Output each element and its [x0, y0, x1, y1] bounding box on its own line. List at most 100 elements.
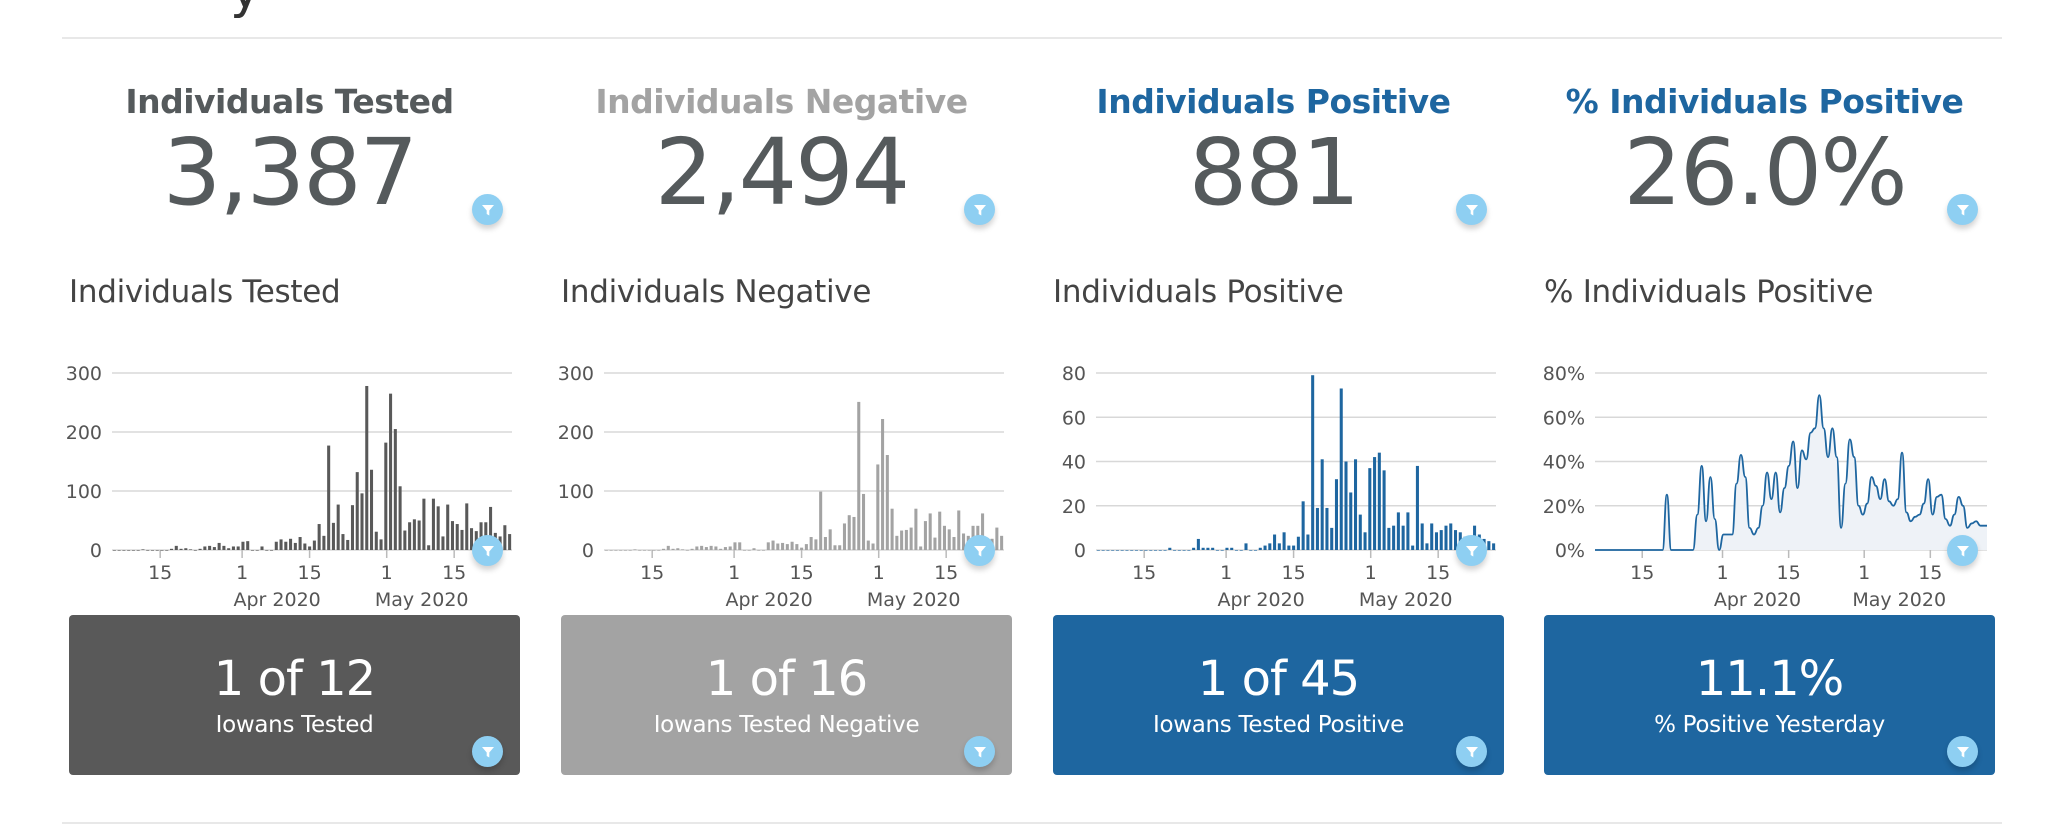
bar: [374, 531, 378, 550]
bar: [1325, 507, 1329, 550]
bar: [389, 393, 393, 550]
bar: [881, 419, 885, 550]
bar: [503, 525, 507, 550]
chart-filter-button[interactable]: [964, 535, 995, 566]
kpi-value: 881: [1188, 119, 1361, 226]
card-label: Iowans Tested: [215, 712, 374, 738]
bar: [1306, 534, 1310, 550]
bar: [1244, 543, 1248, 550]
metric-column-0: Individuals Tested 3,387 Individuals Tes…: [62, 38, 520, 822]
bar: [1144, 550, 1148, 551]
bar: [1334, 479, 1338, 550]
bar: [876, 464, 880, 550]
bar: [470, 528, 474, 550]
bar: [923, 521, 927, 550]
bar: [289, 538, 293, 550]
bar: [322, 535, 326, 550]
bar: [919, 546, 923, 550]
bar: [193, 550, 197, 551]
x-tick-label: 15: [1132, 562, 1156, 584]
card-filter-button[interactable]: [472, 736, 503, 767]
bar: [1154, 550, 1158, 551]
filter-funnel-icon: [1465, 545, 1478, 556]
bar: [355, 472, 359, 550]
bar: [795, 544, 799, 550]
bar: [293, 542, 297, 550]
filter-funnel-icon: [481, 204, 494, 215]
kpi-filter-button[interactable]: [964, 194, 995, 225]
bar: [379, 539, 383, 550]
chart-filter-button[interactable]: [472, 535, 503, 566]
kpi-filter-button[interactable]: [1456, 194, 1487, 225]
bar: [112, 550, 116, 551]
bar: [962, 533, 966, 550]
bar: [981, 513, 985, 550]
kpi-filter-button[interactable]: [472, 194, 503, 225]
kpi-filter-button[interactable]: [1947, 194, 1978, 225]
bar: [723, 547, 727, 550]
bar: [642, 550, 646, 551]
card-label: Iowans Tested Positive: [1152, 712, 1405, 738]
y-tick-label: 20%: [1543, 496, 1585, 518]
bar: [1415, 465, 1419, 550]
bar: [742, 550, 746, 551]
bar: [117, 550, 121, 551]
filter-funnel-icon: [481, 545, 494, 556]
kpi-value: 3,387: [162, 119, 418, 226]
bar: [719, 548, 723, 550]
card-filter-button[interactable]: [964, 736, 995, 767]
y-tick-label: 200: [66, 422, 102, 444]
filter-funnel-icon: [1956, 204, 1969, 215]
bar: [312, 540, 316, 550]
bar: [1377, 452, 1381, 550]
bar: [331, 522, 335, 550]
bar: [628, 550, 632, 551]
bar: [771, 540, 775, 550]
bar: [408, 522, 412, 550]
bar: [122, 550, 126, 551]
bar: [236, 546, 240, 550]
bar: [403, 530, 407, 550]
bar: [127, 550, 131, 551]
card-filter-button[interactable]: [1456, 736, 1487, 767]
bar: [427, 545, 431, 550]
bar: [246, 541, 250, 550]
bar: [852, 516, 856, 550]
summary-card: 11.1% % Positive Yesterday: [1544, 615, 1995, 775]
x-tick-label: 1: [1716, 562, 1728, 584]
bar: [365, 385, 369, 550]
bar: [695, 546, 699, 550]
bar: [866, 540, 870, 550]
bar: [1254, 550, 1258, 551]
bar: [1439, 530, 1443, 550]
area-fill: [1595, 395, 1987, 550]
chart-filter-button[interactable]: [1456, 535, 1487, 566]
bar: [174, 545, 178, 550]
card-filter-button[interactable]: [1947, 736, 1978, 767]
x-tick-label: 15: [1426, 562, 1450, 584]
bar: [1263, 545, 1267, 550]
bar: [738, 542, 742, 550]
bar: [1320, 459, 1324, 550]
bar: [714, 546, 718, 550]
bar: [1392, 525, 1396, 550]
bar: [1396, 512, 1400, 550]
chart-title: Individuals Negative: [561, 274, 872, 310]
bar: [619, 550, 623, 551]
bar: [671, 548, 675, 550]
bar: [638, 550, 642, 551]
chart-filter-button[interactable]: [1947, 535, 1978, 566]
bar: [1106, 550, 1110, 551]
bar: [1382, 470, 1386, 550]
x-month-label: May 2020: [867, 589, 961, 611]
bar: [847, 515, 851, 550]
bar: [1301, 501, 1305, 550]
kpi-title: Individuals Tested: [125, 82, 454, 121]
filter-funnel-icon: [973, 204, 986, 215]
y-tick-label: 40: [1062, 452, 1086, 474]
bar: [933, 537, 937, 550]
bar: [681, 549, 685, 551]
bar: [384, 442, 388, 550]
y-tick-label: 20: [1062, 496, 1086, 518]
card-value: 1 of 16: [705, 651, 868, 707]
